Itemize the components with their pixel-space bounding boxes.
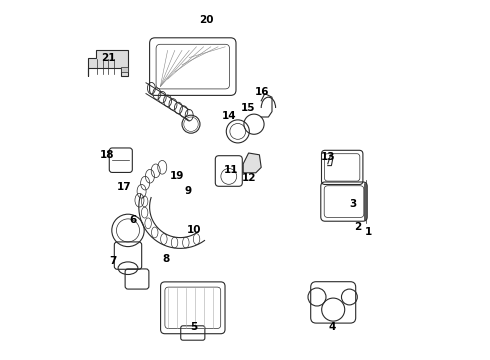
Text: 10: 10 [187,225,201,235]
Text: 11: 11 [224,165,239,175]
Text: 4: 4 [328,322,336,332]
Text: 21: 21 [101,53,116,63]
Text: 8: 8 [162,254,170,264]
Text: 3: 3 [349,199,357,210]
Polygon shape [88,50,128,76]
Text: 7: 7 [109,256,116,266]
Text: 12: 12 [242,173,257,183]
Text: 16: 16 [255,87,270,97]
Text: 13: 13 [321,152,336,162]
Text: 18: 18 [100,150,115,160]
Text: 1: 1 [365,227,372,237]
Text: 19: 19 [170,171,185,181]
Text: 2: 2 [354,222,361,232]
Text: 17: 17 [117,182,132,192]
Text: 15: 15 [241,103,255,113]
Text: 5: 5 [190,322,197,332]
Polygon shape [243,153,261,173]
Text: 14: 14 [221,111,236,121]
Polygon shape [121,67,128,72]
Text: 9: 9 [185,186,192,196]
Text: 20: 20 [199,15,214,25]
Text: 6: 6 [129,215,136,225]
